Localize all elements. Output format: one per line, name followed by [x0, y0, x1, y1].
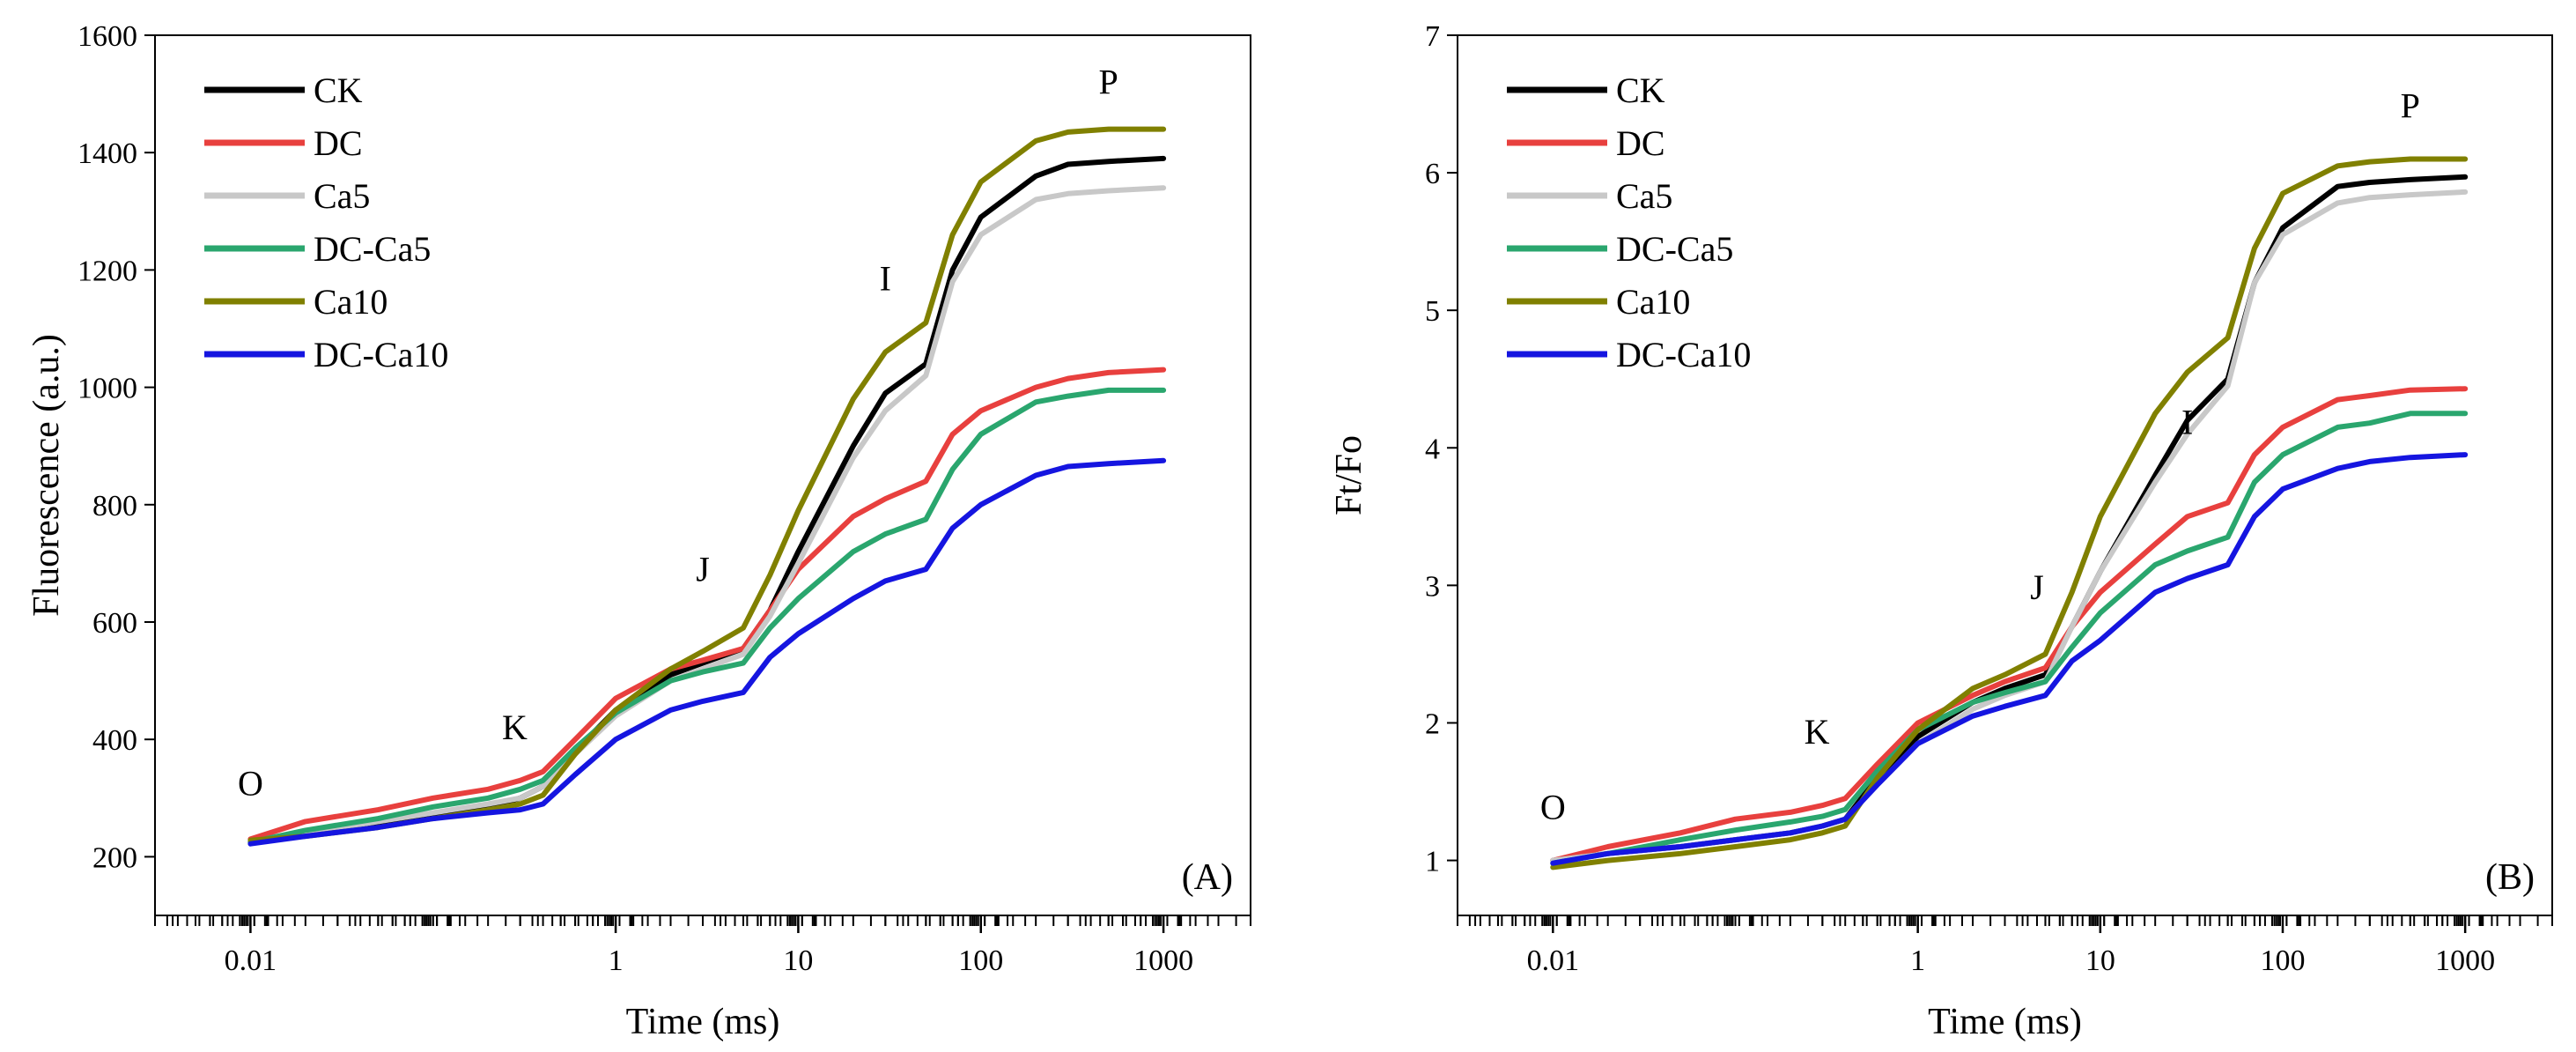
legend-label: DC-Ca10 — [314, 335, 448, 374]
y-tick-label: 2 — [1425, 708, 1440, 740]
y-axis-title: Fluorescence (a.u.) — [26, 334, 67, 617]
y-tick-label: 6 — [1425, 158, 1440, 190]
phase-label-j: J — [2030, 567, 2044, 607]
x-tick-label: 1 — [609, 945, 624, 977]
series-line-ca10 — [1550, 156, 2469, 870]
panel-label: (A) — [1182, 857, 1233, 898]
y-tick-label: 1 — [1425, 846, 1440, 878]
legend-label: DC-Ca10 — [1616, 335, 1751, 374]
series-line-dc-ca10 — [1550, 452, 2469, 866]
x-tick-label: 10 — [783, 945, 813, 977]
y-tick-label: 600 — [92, 607, 137, 640]
y-tick-label: 3 — [1425, 570, 1440, 603]
legend-label: DC — [1616, 123, 1665, 163]
phase-label-p: P — [2401, 86, 2420, 126]
y-tick-label: 200 — [92, 841, 137, 874]
series-line-dc — [247, 367, 1167, 842]
legend-label: DC-Ca5 — [1616, 229, 1733, 269]
legend-label: Ca10 — [314, 282, 388, 322]
series-line-dc — [1550, 386, 2469, 863]
x-tick-label: 0.01 — [225, 945, 277, 977]
series-line-dc-ca5 — [247, 387, 1167, 845]
y-tick-label: 1400 — [78, 137, 137, 170]
legend-label: CK — [314, 70, 363, 110]
series-line-dc-ca5 — [1550, 411, 2469, 866]
x-tick-label: 1000 — [1133, 945, 1193, 977]
phase-label-o: O — [1540, 788, 1566, 827]
chart-panel-a: 200 400 600 800 1000 1200 1400 1600 0.01 1 10 100 10… — [26, 20, 1251, 1042]
series-line-ck — [1550, 174, 2469, 863]
legend-label: CK — [1616, 70, 1665, 110]
y-tick-label: 5 — [1425, 295, 1440, 328]
phase-label-i: I — [2181, 403, 2193, 442]
y-tick-label: 1600 — [78, 20, 137, 53]
y-axis-title: Ft/Fo — [1329, 435, 1369, 515]
x-tick-label: 1 — [1910, 945, 1925, 977]
y-tick-label: 1200 — [78, 255, 137, 287]
phase-label-k: K — [502, 708, 528, 747]
y-tick-label: 400 — [92, 724, 137, 757]
legend-label: DC — [314, 123, 363, 163]
y-tick-label: 800 — [92, 490, 137, 522]
phase-label-o: O — [238, 763, 263, 803]
x-tick-label: 10 — [2085, 945, 2115, 977]
x-tick-label: 1000 — [2435, 945, 2495, 977]
legend-label: Ca5 — [1616, 176, 1672, 216]
phase-label-p: P — [1099, 63, 1118, 102]
x-axis-title: Time (ms) — [626, 1002, 780, 1042]
y-tick-label: 4 — [1425, 433, 1440, 465]
x-axis-title: Time (ms) — [1928, 1002, 2082, 1042]
plot-frame — [1457, 34, 2553, 916]
y-tick-label: 1000 — [78, 373, 137, 405]
x-tick-label: 100 — [2260, 945, 2305, 977]
phase-label-i: I — [880, 259, 891, 299]
chart-panel-b: 1 2 3 4 5 6 7 0.01 1 10 100 1000 Time (ms) Ft/Fo CK DC C… — [1329, 20, 2553, 1042]
phase-label-k: K — [1805, 712, 1830, 752]
phase-label-j: J — [696, 549, 710, 589]
y-tick-label: 7 — [1425, 20, 1440, 53]
legend-label: Ca5 — [314, 176, 370, 216]
plot-frame — [154, 34, 1251, 916]
series-line-ca5 — [247, 185, 1167, 845]
x-tick-label: 0.01 — [1527, 945, 1580, 977]
series-line-dc-ca10 — [247, 457, 1167, 847]
panel-label: (B) — [2485, 857, 2535, 898]
x-tick-label: 100 — [958, 945, 1003, 977]
legend-label: Ca10 — [1616, 282, 1690, 322]
legend-label: DC-Ca5 — [314, 229, 431, 269]
